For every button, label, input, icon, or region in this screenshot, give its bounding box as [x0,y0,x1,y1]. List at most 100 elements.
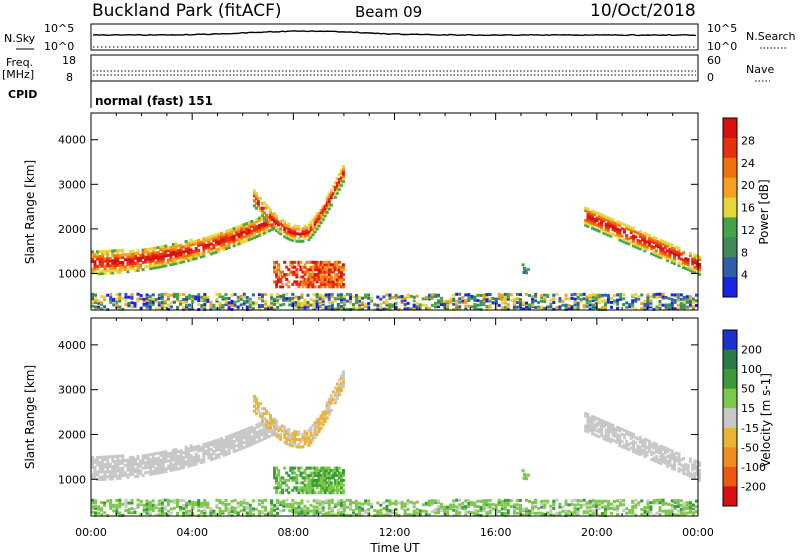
velocity-cell [285,488,289,492]
velocity-cell [564,509,568,513]
velocity-cell [349,505,352,509]
power-cell [299,268,303,272]
power-cell [273,302,277,306]
power-cell [675,253,679,257]
power-cell [273,260,277,264]
velocity-cell [98,465,102,469]
power-cell [403,304,407,308]
power-cell [341,263,345,267]
velocity-cell [543,512,547,516]
power-cell [600,218,604,222]
power-cell [230,230,234,234]
velocity-cell [287,474,291,477]
velocity-cell [139,471,143,475]
power-cell [283,273,287,277]
power-cell [275,221,279,225]
velocity-cell [108,470,112,474]
power-cell [260,225,264,229]
power-cell [149,262,153,266]
velocity-cell [686,463,690,467]
power-cell [141,248,145,252]
velocity-cell [367,499,371,503]
power-cell [506,295,510,299]
power-cell [263,221,266,225]
velocity-cell [98,478,102,481]
power-cell [166,246,170,250]
velocity-cell [331,469,335,472]
power-heatmap [91,165,701,311]
velocity-cell [204,444,208,448]
velocity-cell [430,499,434,503]
velocity-cell [121,466,125,470]
velocity-cell [494,503,498,507]
power-cell [461,295,465,299]
velocity-cell [588,501,592,505]
power-cell [613,226,617,230]
velocity-cell [169,511,173,515]
power-cell [151,256,155,260]
power-cell [666,259,670,263]
velocity-cell [670,510,674,513]
power-cell [197,293,201,297]
velocity-cell [632,442,635,446]
power-cell [686,258,690,262]
power-cell [616,298,620,302]
velocity-cell [645,453,649,457]
velocity-cell [333,393,337,397]
power-cell [222,248,226,251]
velocity-cell [103,465,107,469]
power-cell [96,257,100,261]
power-cell [270,293,274,297]
power-cell [546,305,550,309]
velocity-cell [641,441,645,445]
velocity-cell [543,499,547,503]
power-cell [206,299,210,303]
power-cell [174,244,178,248]
power-cell [611,218,615,222]
power-cell [446,299,450,303]
velocity-cell [464,507,468,511]
power-cell [424,295,428,299]
power-cell [641,245,645,249]
power-cell [230,228,234,232]
velocity-cell [323,466,327,470]
power-cell [686,260,690,264]
velocity-cell [291,507,295,511]
velocity-cell [200,503,204,507]
power-cell [100,295,104,299]
velocity-cell [342,500,346,504]
power-cell [534,295,538,299]
colorbar-tick-label: 15 [741,402,755,415]
velocity-cell [116,467,120,471]
velocity-cell [275,478,279,482]
power-cell [552,296,556,299]
power-cell [341,165,345,168]
velocity-cell [361,509,365,512]
power-cell [341,169,345,173]
power-cell [458,300,462,304]
power-cell [273,270,277,274]
power-cell [303,303,307,307]
velocity-cell [285,478,289,482]
velocity-cell [670,466,674,470]
power-cell [108,257,112,260]
power-cell [670,261,674,265]
velocity-cell [197,459,201,463]
velocity-cell [618,426,622,430]
power-cell [303,301,307,305]
power-cell [273,268,277,272]
power-cell [329,278,333,281]
velocity-cell [333,513,337,517]
velocity-cell [194,447,198,451]
velocity-cell [309,503,313,507]
velocity-cell [616,428,620,432]
velocity-cell [323,481,327,485]
velocity-cell [440,502,443,506]
power-cell [303,234,307,238]
power-cell [160,292,164,296]
velocity-cell [108,472,112,476]
velocity-cell [303,435,307,439]
velocity-cell [91,501,94,504]
power-cell [128,252,132,256]
power-cell [591,217,594,220]
